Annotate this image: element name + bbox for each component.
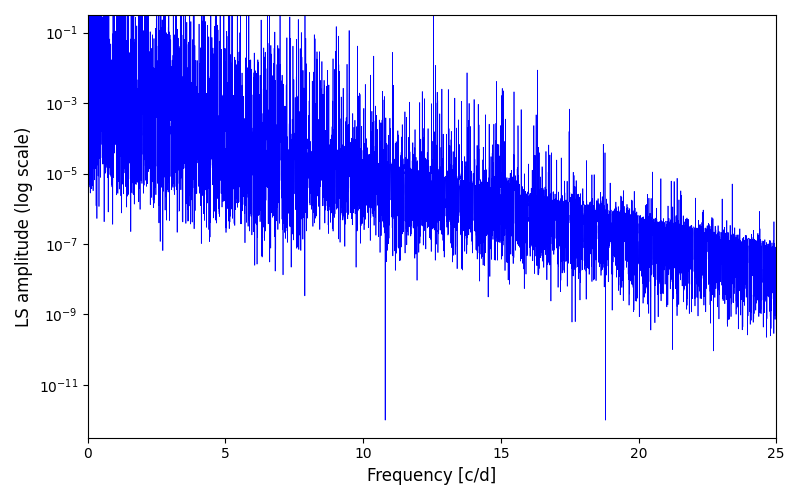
Y-axis label: LS amplitude (log scale): LS amplitude (log scale) [15,126,33,326]
X-axis label: Frequency [c/d]: Frequency [c/d] [367,467,497,485]
